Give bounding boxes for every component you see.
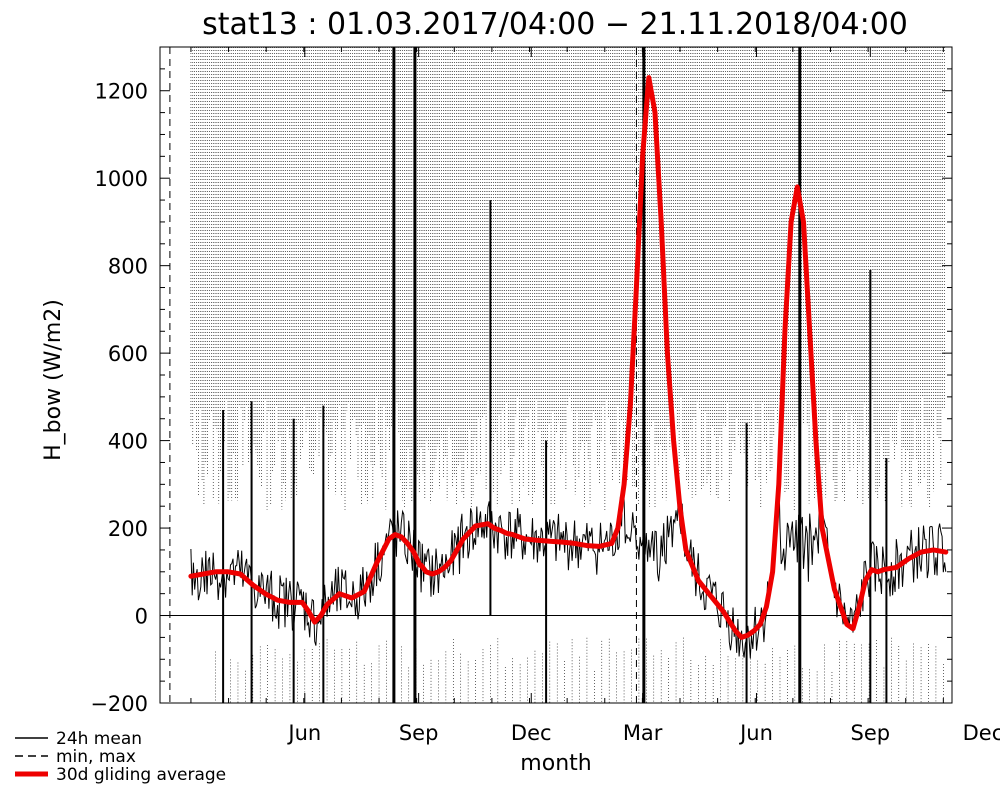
y-tick-label: 1200: [95, 80, 148, 104]
y-tick-label: 800: [108, 255, 148, 279]
x-tick-label: Sep: [851, 721, 891, 745]
y-tick-label: 0: [135, 605, 148, 629]
x-tick-label: Dec: [511, 721, 552, 745]
average-line-30d: [418, 75, 949, 640]
legend-label-minmax: min, max: [56, 747, 136, 767]
x-tick-label: Sep: [399, 721, 439, 745]
legend-label-mean: 24h mean: [56, 729, 142, 749]
x-tick-label: Dec: [963, 721, 1000, 745]
y-tick-label: 1000: [95, 167, 148, 191]
average-line-30d: [188, 532, 423, 625]
legend: 24h mean min, max 30d gliding average: [15, 729, 226, 785]
plot-area: [160, 47, 952, 703]
x-tick-label: Mar: [623, 721, 663, 745]
mean-line-24h: [190, 469, 947, 659]
plot-frame: [159, 46, 953, 704]
y-axis-label-group: H_bow (W/m2): [41, 299, 66, 461]
y-tick-label: 400: [108, 430, 148, 454]
y-tick-label: −200: [90, 692, 148, 716]
y-axis-label: H_bow (W/m2): [41, 299, 66, 461]
y-tick-label: 200: [108, 517, 148, 541]
x-tick-label: Jun: [738, 721, 773, 745]
chart-title: stat13 : 01.03.2017/04:00 − 21.11.2018/0…: [202, 7, 908, 42]
legend-label-average: 30d gliding average: [56, 765, 226, 785]
x-tick-label: Jun: [286, 721, 321, 745]
x-axis-label: month: [520, 751, 591, 776]
y-tick-label: 600: [108, 342, 148, 366]
